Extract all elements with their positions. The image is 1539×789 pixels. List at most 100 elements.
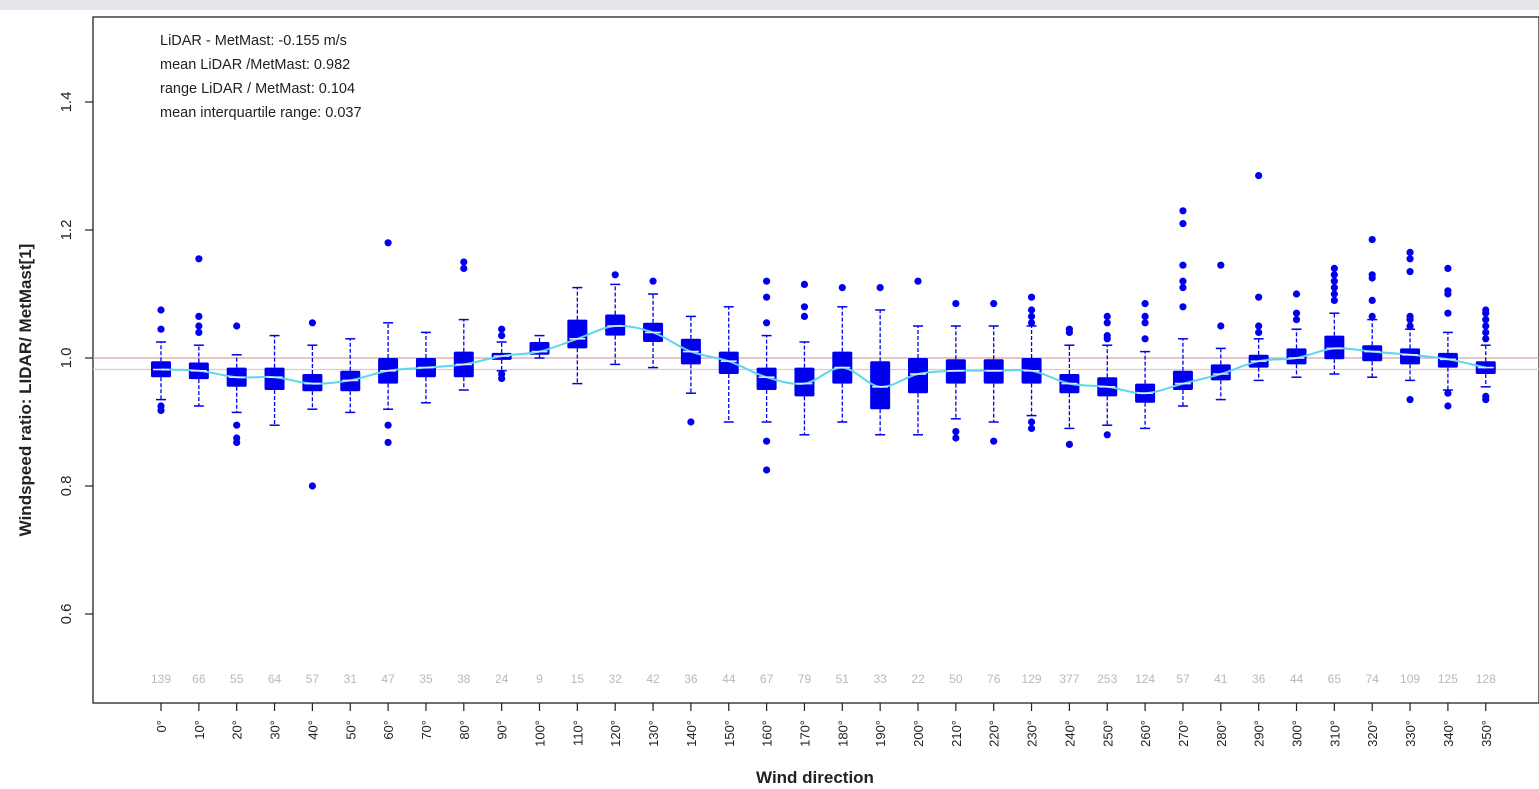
- box-14: [680, 315, 701, 426]
- count-label: 31: [344, 672, 358, 686]
- x-tick-label: 240°: [1062, 720, 1077, 747]
- outlier-point: [763, 293, 771, 301]
- outlier-point: [1179, 284, 1187, 292]
- outlier-point: [1330, 290, 1338, 298]
- x-tick-label: 60°: [381, 720, 396, 740]
- outlier-point: [384, 421, 392, 429]
- outlier-point: [1406, 248, 1414, 256]
- outlier-point: [1027, 424, 1036, 432]
- y-axis-title: Windspeed ratio: LIDAR/ MetMast[1]: [16, 244, 35, 537]
- outlier-point: [1406, 322, 1414, 330]
- count-label: 50: [949, 672, 963, 686]
- count-label: 129: [1022, 672, 1042, 686]
- x-tick-label: 260°: [1138, 720, 1153, 747]
- outlier-point: [1330, 264, 1338, 272]
- outlier-point: [1065, 328, 1073, 336]
- box-6: [378, 239, 399, 447]
- x-tick-label: 160°: [760, 720, 775, 747]
- count-label: 124: [1135, 672, 1155, 686]
- outlier-point: [1406, 316, 1414, 324]
- outlier-point: [1482, 316, 1490, 324]
- outlier-point: [952, 434, 960, 442]
- box-0: [151, 306, 171, 415]
- x-tick-label: 290°: [1252, 720, 1267, 747]
- count-label: 15: [571, 672, 585, 686]
- x-tick-label: 320°: [1365, 720, 1380, 747]
- count-label: 47: [381, 672, 395, 686]
- box-4: [302, 319, 323, 490]
- x-tick-label: 70°: [419, 720, 434, 740]
- outlier-point: [1482, 309, 1490, 317]
- outlier-point: [233, 322, 241, 330]
- outlier-point: [1255, 322, 1263, 330]
- x-tick-label: 140°: [684, 720, 699, 747]
- x-tick-label: 120°: [608, 720, 623, 747]
- plot-frame: [92, 16, 1539, 704]
- outlier-point: [1217, 261, 1225, 269]
- median-lines: [153, 325, 1494, 395]
- outlier-point: [498, 374, 506, 383]
- outlier-point: [649, 277, 657, 285]
- outlier-point: [1330, 271, 1338, 279]
- outlier-point: [1065, 440, 1073, 448]
- outlier-point: [498, 332, 506, 340]
- box-23: [1021, 293, 1042, 432]
- y-axis: 0.6 0.8 1.0 1.2 1.4: [58, 92, 93, 625]
- outlier-point: [233, 421, 241, 429]
- box-19: [870, 284, 891, 436]
- outlier-point: [1179, 277, 1187, 285]
- boxes: [151, 172, 1496, 490]
- outlier-point: [1217, 322, 1225, 330]
- box-17: [794, 280, 815, 436]
- count-label: 35: [419, 672, 433, 686]
- box-22: [983, 300, 1004, 445]
- box-body: [264, 367, 285, 390]
- box-body: [794, 367, 815, 397]
- count-label: 22: [911, 672, 925, 686]
- x-tick-label: 250°: [1100, 720, 1115, 747]
- x-tick-label: 30°: [268, 720, 283, 740]
- count-label: 109: [1400, 672, 1420, 686]
- outlier-point: [1292, 316, 1301, 324]
- box-33: [1400, 248, 1421, 404]
- outlier-point: [1103, 335, 1111, 343]
- outlier-point: [1444, 389, 1452, 397]
- x-tick-label: 350°: [1479, 720, 1494, 747]
- x-tick-label: 310°: [1327, 720, 1342, 747]
- box-18: [832, 284, 853, 423]
- count-label: 38: [457, 672, 471, 686]
- outlier-point: [1255, 172, 1263, 180]
- count-label: 128: [1476, 672, 1496, 686]
- count-label: 65: [1328, 672, 1342, 686]
- outlier-point: [687, 418, 695, 426]
- outlier-point: [1482, 322, 1490, 330]
- y-tick-label: 0.6: [58, 604, 75, 625]
- box-1: [188, 255, 209, 407]
- count-label: 36: [1252, 672, 1266, 686]
- outlier-point: [1141, 312, 1149, 320]
- y-tick-label: 0.8: [58, 476, 75, 497]
- box-body: [870, 361, 891, 410]
- x-tick-label: 170°: [797, 720, 812, 747]
- outlier-point: [1444, 290, 1452, 298]
- count-label: 66: [192, 672, 206, 686]
- outlier-point: [990, 437, 998, 445]
- x-tick-label: 0°: [154, 720, 169, 732]
- outlier-point: [384, 239, 392, 247]
- box-10: [529, 334, 550, 359]
- x-tick-label: 10°: [192, 720, 207, 740]
- outlier-point: [1141, 300, 1149, 308]
- y-tick-label: 1.0: [58, 348, 75, 369]
- x-tick-label: 210°: [949, 720, 964, 747]
- x-tick-label: 270°: [1176, 720, 1191, 747]
- outlier-point: [1103, 431, 1111, 439]
- box-body: [1286, 348, 1307, 365]
- box-body: [1400, 348, 1421, 365]
- outlier-point: [1027, 306, 1036, 314]
- count-label: 41: [1214, 672, 1228, 686]
- box-29: [1248, 172, 1269, 382]
- box-body: [756, 367, 777, 390]
- x-tick-label: 130°: [646, 720, 661, 747]
- count-label: 51: [836, 672, 850, 686]
